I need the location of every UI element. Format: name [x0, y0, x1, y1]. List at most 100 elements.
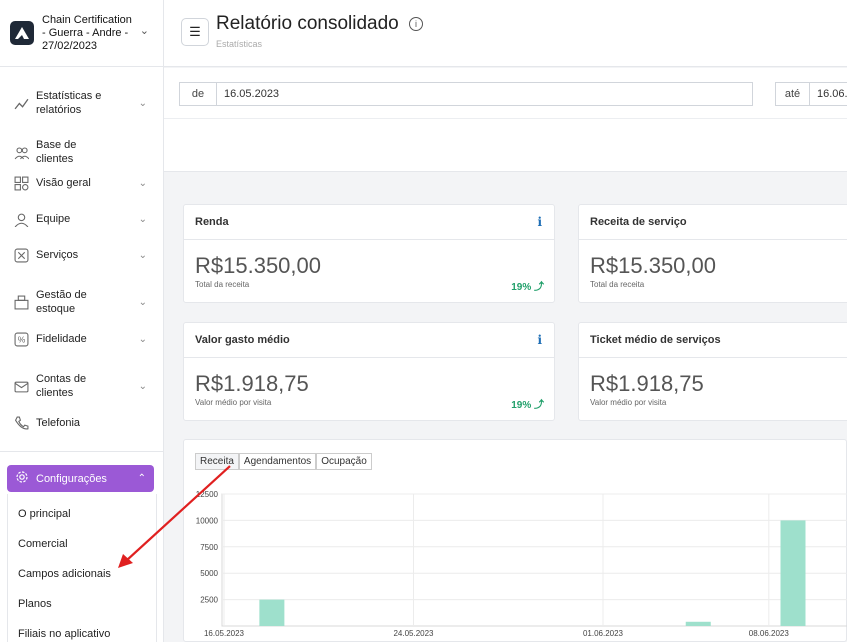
y-tick-label: 12500	[196, 490, 219, 499]
sidebar-divider	[0, 451, 163, 452]
growth-indicator: 19% ⤴	[511, 282, 544, 293]
chevron-up-icon: ⌃	[137, 473, 146, 484]
date-from-label: de	[180, 83, 217, 105]
chart-bar[interactable]	[780, 520, 806, 626]
sidebar-item-label: Base de clientes	[36, 139, 77, 165]
x-tick-label: 16.05.2023	[204, 629, 245, 638]
sidebar-item-fidelidade[interactable]: % Fidelidade ⌄	[0, 330, 163, 348]
chevron-down-icon: ⌄	[138, 333, 147, 345]
card-amount: R$1.918,75	[590, 371, 704, 396]
card-title: Ticket médio de serviços	[590, 334, 721, 346]
submenu-item-o-principal[interactable]: O principal	[18, 508, 71, 520]
arrow-up-icon: ⤴	[534, 400, 544, 411]
team-icon	[12, 210, 30, 228]
date-to-label: até	[776, 83, 810, 105]
card-title: Valor gasto médio	[195, 334, 290, 346]
arrow-up-icon: ⤴	[534, 282, 544, 293]
sidebar-item-contas-de-clientes[interactable]: Contas de clientes ⌄	[0, 372, 163, 400]
brand-logo	[10, 21, 34, 45]
y-tick-label: 2500	[200, 596, 218, 605]
revenue-chart: 2500 5000 7500 10000 12500 16.05.2023 24.05.20…	[196, 490, 847, 638]
card-amount: R$15.350,00	[590, 253, 716, 278]
sidebar-item-serviços[interactable]: Serviços ⌄	[0, 246, 163, 264]
chart-bar[interactable]	[685, 621, 711, 626]
growth-indicator: 19% ⤴	[511, 400, 544, 411]
sidebar-item-label: Visão geral	[36, 177, 91, 189]
scissors-icon	[12, 246, 30, 264]
submenu-item-filiais-no-aplicativo[interactable]: Filiais no aplicativo	[18, 628, 111, 640]
date-to-field[interactable]: até 16.06.	[775, 82, 847, 106]
phone-icon	[12, 414, 30, 432]
sidebar-item-configuracoes[interactable]: Configurações ⌃	[7, 465, 154, 492]
hamburger-icon: ☰	[189, 24, 201, 39]
page-title: Relatório consolidado	[216, 13, 399, 34]
card-receita-servico: Receita de serviço R$15.350,00 Total da …	[578, 204, 847, 303]
tab-ocupacao[interactable]: Ocupação	[316, 453, 372, 470]
plot-area	[221, 493, 847, 627]
date-from-field[interactable]: de 16.05.2023	[179, 82, 753, 106]
sidebar-item-telefonia[interactable]: Telefonia	[0, 414, 163, 432]
submenu-item-planos[interactable]: Planos	[18, 598, 52, 610]
chevron-down-icon: ⌄	[138, 213, 147, 225]
card-renda: Renda i R$15.350,00 Total da receita 19% …	[183, 204, 555, 303]
sidebar-item-label: Estatísticas e relatórios	[36, 90, 102, 116]
brand-switcher[interactable]: Chain Certification - Guerra - Andre - 2…	[0, 0, 163, 67]
sidebar-item-label: Telefonia	[36, 417, 81, 429]
card-amount: R$1.918,75	[195, 371, 309, 396]
y-tick-label: 10000	[196, 516, 219, 525]
sidebar-item-estatísticas-e-relatórios[interactable]: Estatísticas e relatórios ⌄	[0, 89, 163, 117]
chevron-down-icon: ⌄	[138, 177, 147, 189]
chevron-down-icon: ⌄	[138, 249, 147, 261]
card-valor-gasto-medio: Valor gasto médio i R$1.918,75 Valor médi…	[183, 322, 555, 421]
gear-icon	[15, 470, 29, 487]
card-subtitle: Valor médio por visita	[590, 398, 667, 407]
submenu-item-comercial[interactable]: Comercial	[18, 538, 68, 550]
submenu-item-campos-adicionais[interactable]: Campos adicionais	[18, 568, 111, 580]
x-tick-label: 24.05.2023	[393, 629, 434, 638]
chevron-down-icon: ⌄	[139, 25, 149, 37]
date-to-value[interactable]: 16.06.	[817, 88, 847, 100]
menu-toggle-button[interactable]: ☰	[181, 18, 209, 46]
sidebar-item-label: Configurações	[36, 472, 107, 485]
overview-icon	[12, 174, 30, 192]
sidebar-item-label: Serviços	[36, 249, 79, 261]
chart-bar[interactable]	[259, 599, 285, 626]
card-ticket-medio: Ticket médio de serviços R$1.918,75 Valo…	[578, 322, 847, 421]
sidebar-item-label: Gestão de estoque	[36, 289, 87, 315]
sidebar-item-label: Equipe	[36, 213, 71, 225]
filter-divider	[164, 118, 847, 119]
date-from-value[interactable]: 16.05.2023	[224, 88, 280, 100]
accounts-icon	[12, 377, 30, 395]
svg-text:%: %	[17, 334, 25, 344]
sidebar-item-gestão-de-estoque[interactable]: Gestão de estoque ⌄	[0, 288, 163, 316]
sidebar: Chain Certification - Guerra - Andre - 2…	[0, 0, 164, 642]
card-subtitle: Total da receita	[195, 280, 250, 289]
stock-icon	[12, 293, 30, 311]
statistics-icon	[12, 94, 30, 112]
y-tick-label: 5000	[200, 569, 218, 578]
card-title: Receita de serviço	[590, 216, 687, 228]
clients-icon	[12, 143, 30, 161]
info-icon[interactable]: i	[409, 17, 423, 31]
y-tick-label: 7500	[200, 543, 218, 552]
chart-card: Receita Agendamentos Ocupação 2500 5000 75…	[183, 439, 847, 642]
sidebar-item-visão-geral[interactable]: Visão geral ⌄	[0, 174, 163, 192]
sidebar-item-label: Fidelidade	[36, 333, 87, 345]
page-header: ☰ Relatório consolidado i Estatísticas	[164, 0, 847, 67]
chevron-down-icon: ⌄	[138, 97, 147, 109]
sidebar-item-base-de-clientes[interactable]: Base de clientes	[0, 138, 163, 166]
sidebar-item-label: Contas de clientes	[36, 373, 87, 399]
info-icon[interactable]: i	[537, 333, 542, 347]
info-icon[interactable]: i	[537, 215, 542, 229]
x-tick-label: 01.06.2023	[583, 629, 624, 638]
tab-agendamentos[interactable]: Agendamentos	[238, 453, 317, 470]
filter-bar: de 16.05.2023 até 16.06.	[164, 68, 847, 172]
card-amount: R$15.350,00	[195, 253, 321, 278]
sidebar-item-equipe[interactable]: Equipe ⌄	[0, 210, 163, 228]
chevron-down-icon: ⌄	[138, 296, 147, 308]
breadcrumb[interactable]: Estatísticas	[216, 39, 263, 49]
config-submenu: O principal Comercial Campos adicionais …	[7, 494, 157, 642]
x-tick-label: 08.06.2023	[749, 629, 790, 638]
brand-name: Chain Certification - Guerra - Andre - 2…	[42, 13, 132, 52]
card-subtitle: Total da receita	[590, 280, 645, 289]
